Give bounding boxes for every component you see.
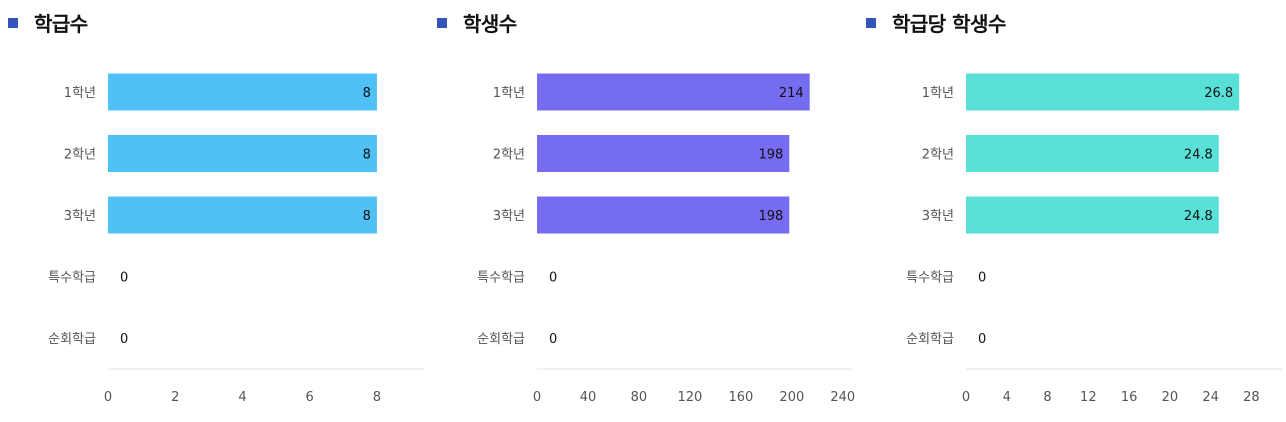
x-tick-label: 80	[631, 390, 648, 405]
bar-chart-classes: 1학년 8 2학년 8 3학년 8 특수학급 0 순회학급 0 0 2 4 6 8	[48, 73, 424, 405]
data-label: 26.8	[1204, 86, 1233, 101]
category-label: 2학년	[922, 148, 954, 163]
chart-title-text: 학급수	[34, 12, 88, 36]
x-tick-label: 16	[1121, 390, 1138, 405]
bar	[537, 73, 810, 111]
chart-panel-classes: 학급수 1학년 8 2학년 8 3학년 8 특수학급 0 순회학급 0 0 2 4 6 8	[0, 0, 424, 422]
category-label: 1학년	[493, 86, 525, 101]
x-tick-label: 240	[830, 390, 855, 405]
bar	[537, 135, 790, 172]
chart-title-text: 학급당 학생수	[892, 12, 1006, 36]
bar	[966, 196, 1219, 234]
data-label: 24.8	[1184, 209, 1213, 224]
x-tick-label: 8	[373, 390, 381, 405]
bar	[537, 196, 790, 234]
data-label: 8	[363, 209, 371, 224]
data-label: 198	[758, 209, 783, 224]
x-tick-label: 160	[728, 390, 753, 405]
x-tick-label: 200	[779, 390, 804, 405]
bar	[966, 135, 1219, 172]
bar	[966, 73, 1240, 111]
data-label: 24.8	[1184, 148, 1213, 163]
x-tick-label: 20	[1162, 390, 1179, 405]
x-tick-label: 12	[1080, 390, 1097, 405]
bar	[108, 73, 377, 111]
category-label: 순회학급	[48, 332, 96, 347]
category-label: 순회학급	[477, 332, 525, 347]
category-label: 3학년	[64, 209, 96, 224]
category-label: 1학년	[922, 86, 954, 101]
chart-panel-students: 학생수 1학년 214 2학년 198 3학년 198 특수학급 0 순회학급 0 0 40 80 120…	[429, 0, 855, 422]
data-label: 0	[549, 332, 557, 347]
x-tick-label: 4	[238, 390, 246, 405]
bar	[108, 196, 377, 234]
category-label: 특수학급	[477, 271, 525, 286]
x-tick-label: 40	[580, 390, 597, 405]
x-tick-label: 0	[962, 390, 970, 405]
category-label: 1학년	[64, 86, 96, 101]
category-label: 2학년	[64, 148, 96, 163]
x-tick-label: 0	[104, 390, 112, 405]
category-label: 특수학급	[48, 271, 96, 286]
x-tick-label: 6	[306, 390, 314, 405]
bar	[108, 135, 377, 172]
chart-title: 학급당 학생수	[858, 8, 1006, 37]
data-label: 0	[978, 271, 986, 286]
chart-title-text: 학생수	[463, 12, 517, 36]
square-bullet-icon	[437, 17, 447, 28]
bar-chart-students: 1학년 214 2학년 198 3학년 198 특수학급 0 순회학급 0 0 40 80 120 160 2…	[477, 73, 855, 405]
category-label: 순회학급	[906, 332, 954, 347]
data-label: 198	[758, 148, 783, 163]
category-label: 3학년	[922, 209, 954, 224]
bar-chart-students-per-class: 1학년 26.8 2학년 24.8 3학년 24.8 특수학급 0 순회학급 0 0 4 8 12 16 20…	[906, 73, 1282, 405]
chart-title: 학생수	[429, 8, 517, 37]
x-tick-label: 120	[677, 390, 702, 405]
x-tick-label: 2	[171, 390, 179, 405]
x-tick-label: 28	[1243, 390, 1260, 405]
x-tick-label: 24	[1202, 390, 1219, 405]
square-bullet-icon	[866, 17, 876, 28]
data-label: 214	[779, 86, 804, 101]
data-label: 0	[120, 332, 128, 347]
chart-title: 학급수	[0, 8, 88, 37]
data-label: 8	[363, 148, 371, 163]
x-tick-label: 0	[533, 390, 541, 405]
chart-panel-students-per-class: 학급당 학생수 1학년 26.8 2학년 24.8 3학년 24.8 특수학급 0 순회학급 0 0…	[858, 0, 1282, 422]
category-label: 2학년	[493, 148, 525, 163]
square-bullet-icon	[8, 17, 18, 28]
category-label: 3학년	[493, 209, 525, 224]
data-label: 8	[363, 86, 371, 101]
x-tick-label: 8	[1043, 390, 1051, 405]
data-label: 0	[120, 271, 128, 286]
data-label: 0	[978, 332, 986, 347]
x-tick-label: 4	[1003, 390, 1011, 405]
category-label: 특수학급	[906, 271, 954, 286]
data-label: 0	[549, 271, 557, 286]
